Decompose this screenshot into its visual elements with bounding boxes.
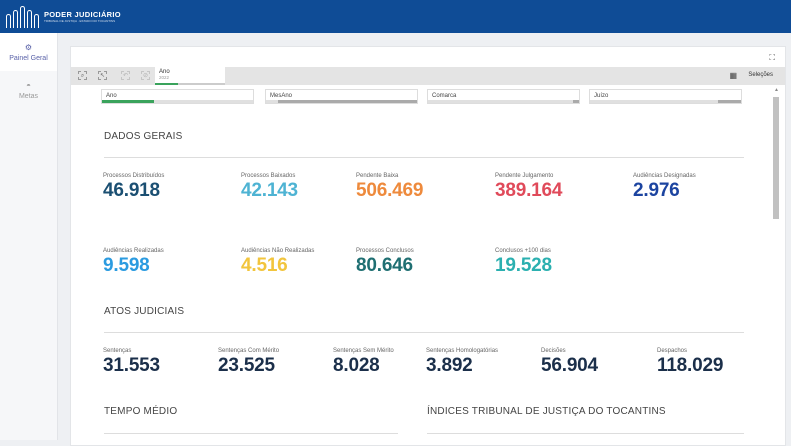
kpi-despachos: Despachos 118.029 bbox=[657, 348, 723, 377]
kpi-processos-conclusos: Processos Conclusos 80.646 bbox=[356, 248, 414, 277]
filter-label: MesAno bbox=[270, 93, 293, 99]
kpi-label: Processos Distribuídos bbox=[103, 173, 165, 179]
section-title-indices: ÍNDICES TRIBUNAL DE JUSTIÇA DO TOCANTINS bbox=[427, 406, 666, 417]
kpi-value: 23.525 bbox=[218, 355, 275, 376]
fullscreen-icon[interactable]: ⛶ bbox=[769, 53, 775, 62]
filter-mesano[interactable]: MesAno bbox=[265, 89, 418, 104]
smart-search-icon[interactable]: ⌕ bbox=[78, 71, 87, 80]
kpi-value: 19.528 bbox=[495, 255, 552, 276]
kpi-label: Audiências Não Realizadas bbox=[241, 248, 315, 254]
kpi-audiencias-nao-realizadas: Audiências Não Realizadas 4.516 bbox=[241, 248, 314, 277]
scrollbar[interactable]: ▲ bbox=[773, 87, 780, 443]
section-title-atos-judiciais: ATOS JUDICIAIS bbox=[104, 306, 185, 317]
filter-comarca[interactable]: Comarca bbox=[427, 89, 580, 104]
app-header: PODER JUDICIÁRIO TRIBUNAL DE JUSTIÇA · E… bbox=[0, 0, 791, 33]
kpi-value: 42.143 bbox=[241, 180, 298, 201]
kpi-label: Despachos bbox=[657, 348, 688, 354]
kpi-label: Sentenças Sem Mérito bbox=[333, 348, 394, 354]
kpi-value: 9.598 bbox=[103, 255, 150, 276]
kpi-label: Sentenças Com Mérito bbox=[218, 348, 280, 354]
logo: PODER JUDICIÁRIO TRIBUNAL DE JUSTIÇA · E… bbox=[44, 10, 121, 23]
divider bbox=[104, 157, 744, 158]
selection-toolbar: ⌕ ↖ ↶ ⊘ Ano 2022 ▦ Seleções bbox=[71, 67, 785, 85]
divider bbox=[104, 433, 398, 434]
filter-label: Comarca bbox=[432, 93, 457, 99]
kpi-sentencas-com-merito: Sentenças Com Mérito 23.525 bbox=[218, 348, 279, 377]
sidebar: ⚙ Painel Geral ◓ Metas bbox=[0, 33, 58, 440]
filter-ano[interactable]: Ano bbox=[101, 89, 254, 104]
logo-icon bbox=[6, 5, 39, 28]
selection-value: 2022 bbox=[159, 75, 170, 80]
kpi-label: Audiências Designadas bbox=[633, 173, 696, 179]
kpi-value: 3.892 bbox=[426, 355, 473, 376]
step-back-icon[interactable]: ↶ bbox=[121, 71, 130, 80]
kpi-value: 4.516 bbox=[241, 255, 288, 276]
kpi-label: Processos Conclusos bbox=[356, 248, 414, 254]
kpi-processos-distribuidos: Processos Distribuídos 46.918 bbox=[103, 173, 164, 202]
dashboard-card: ⛶ ⌕ ↖ ↶ ⊘ Ano 2022 ▦ Seleções Ano MesAno… bbox=[70, 46, 786, 446]
kpi-value: 31.553 bbox=[103, 355, 160, 376]
gears-icon: ⚙ bbox=[24, 42, 33, 52]
kpi-label: Audiências Realizadas bbox=[103, 248, 164, 254]
kpi-conclusos-100-dias: Conclusos +100 dias 19.528 bbox=[495, 248, 552, 277]
sidebar-item-painel-geral[interactable]: ⚙ Painel Geral bbox=[0, 33, 57, 71]
selections-button[interactable]: Seleções bbox=[748, 72, 773, 78]
kpi-value: 2.976 bbox=[633, 180, 680, 201]
kpi-value: 80.646 bbox=[356, 255, 413, 276]
selection-chip-ano[interactable]: Ano 2022 bbox=[155, 67, 225, 85]
kpi-label: Pendente Julgamento bbox=[495, 173, 554, 179]
selection-bar bbox=[155, 83, 225, 85]
kpi-value: 8.028 bbox=[333, 355, 380, 376]
logo-title: PODER JUDICIÁRIO bbox=[44, 10, 121, 19]
kpi-label: Sentenças bbox=[103, 348, 132, 354]
kpi-audiencias-designadas: Audiências Designadas 2.976 bbox=[633, 173, 696, 202]
kpi-value: 46.918 bbox=[103, 180, 160, 201]
kpi-label: Decisões bbox=[541, 348, 566, 354]
kpi-decisoes: Decisões 56.904 bbox=[541, 348, 598, 377]
kpi-pendente-julgamento: Pendente Julgamento 389.164 bbox=[495, 173, 562, 202]
kpi-value: 118.029 bbox=[657, 355, 724, 376]
filter-label: Ano bbox=[106, 93, 117, 99]
clear-selections-icon[interactable]: ⊘ bbox=[141, 71, 150, 80]
kpi-sentencas-homologatorias: Sentenças Homologatórias 3.892 bbox=[426, 348, 498, 377]
section-title-dados-gerais: DADOS GERAIS bbox=[104, 131, 183, 142]
filter-label: Juízo bbox=[594, 93, 609, 99]
section-title-tempo-medio: TEMPO MÉDIO bbox=[104, 406, 178, 417]
kpi-processos-baixados: Processos Baixados 42.143 bbox=[241, 173, 298, 202]
gauge-icon: ◓ bbox=[26, 80, 31, 90]
kpi-label: Sentenças Homologatórias bbox=[426, 348, 499, 354]
kpi-label: Pendente Baixa bbox=[356, 173, 399, 179]
sidebar-item-label: Metas bbox=[18, 92, 39, 100]
sidebar-item-label: Painel Geral bbox=[9, 54, 48, 62]
kpi-value: 506.469 bbox=[356, 180, 424, 201]
kpi-sentencas: Sentenças 31.553 bbox=[103, 348, 160, 377]
kpi-sentencas-sem-merito: Sentenças Sem Mérito 8.028 bbox=[333, 348, 394, 377]
selection-field: Ano bbox=[159, 69, 170, 75]
logo-subtitle: TRIBUNAL DE JUSTIÇA · ESTADO DO TOCANTIN… bbox=[44, 19, 116, 23]
filter-juizo[interactable]: Juízo bbox=[589, 89, 742, 104]
sidebar-item-metas[interactable]: ◓ Metas bbox=[0, 71, 57, 109]
divider bbox=[104, 332, 744, 333]
selections-icon[interactable]: ▦ bbox=[729, 71, 737, 80]
kpi-pendente-baixa: Pendente Baixa 506.469 bbox=[356, 173, 423, 202]
kpi-label: Processos Baixados bbox=[241, 173, 296, 179]
kpi-value: 56.904 bbox=[541, 355, 598, 376]
kpi-label: Conclusos +100 dias bbox=[495, 248, 551, 254]
divider bbox=[427, 433, 744, 434]
selections-tool-icon[interactable]: ↖ bbox=[98, 71, 107, 80]
kpi-audiencias-realizadas: Audiências Realizadas 9.598 bbox=[103, 248, 164, 277]
kpi-value: 389.164 bbox=[495, 180, 563, 201]
